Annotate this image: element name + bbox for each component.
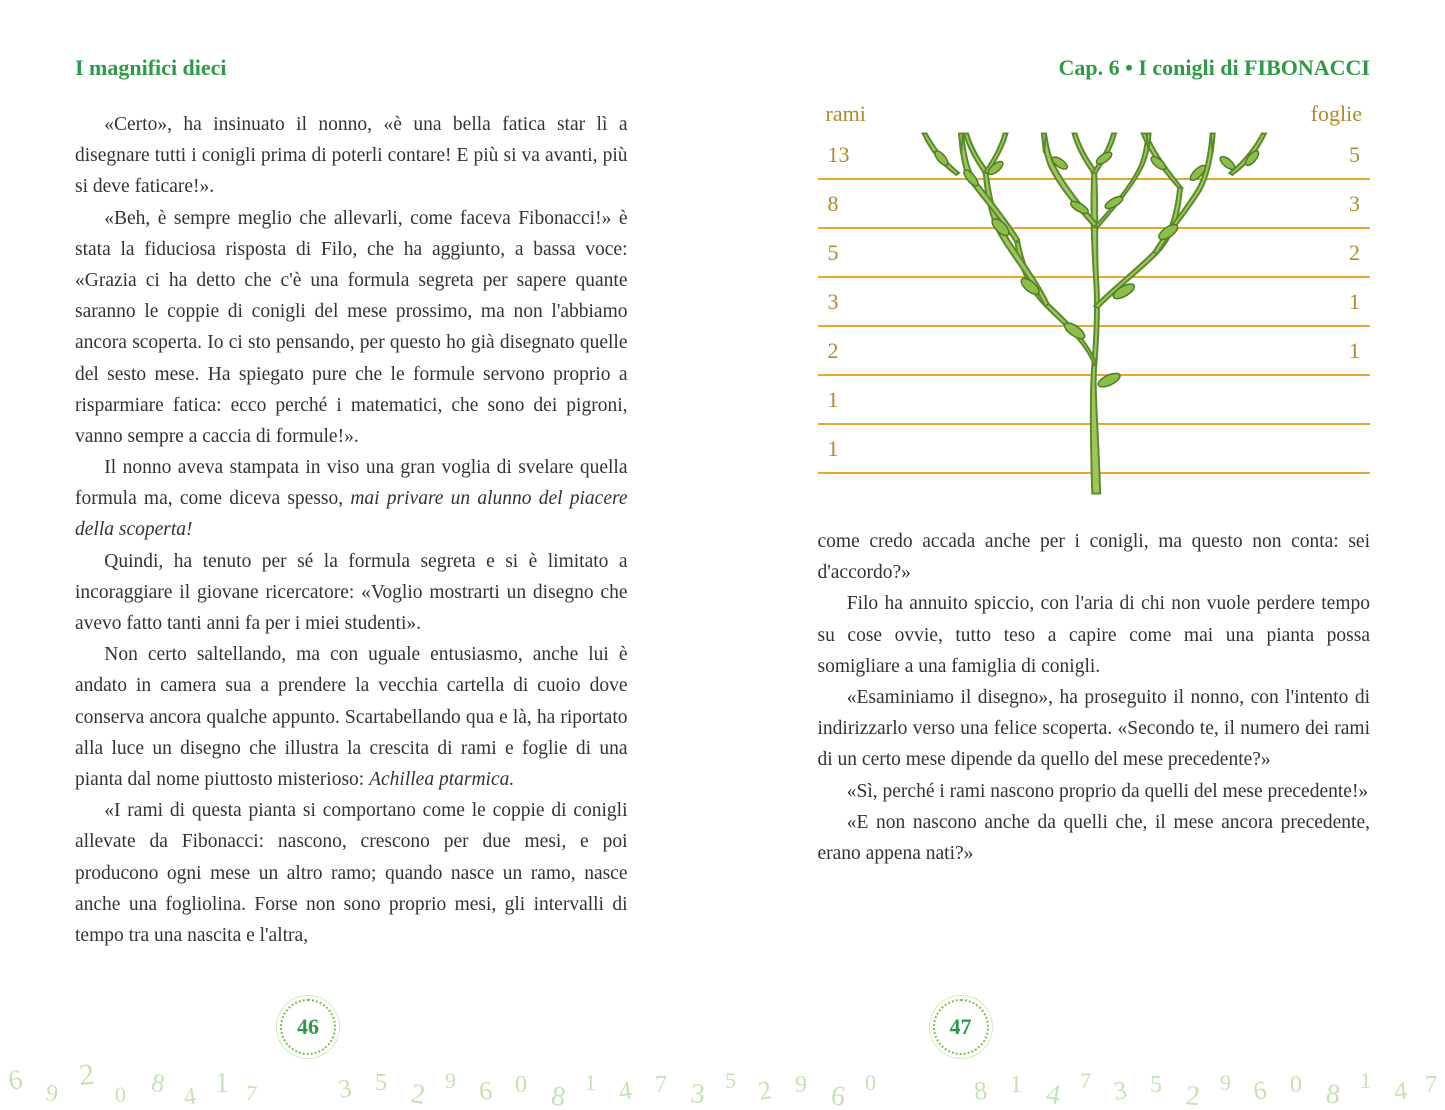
diagram-row: 135 [818, 131, 1371, 180]
diagram-row: 1 [818, 376, 1371, 425]
paragraph: «Beh, è sempre meglio che allevarli, com… [75, 203, 628, 453]
svg-text:1: 1 [1010, 1072, 1022, 1098]
paragraph: Quindi, ha tenuto per sé la formula segr… [75, 546, 628, 640]
svg-text:9: 9 [1220, 1070, 1231, 1095]
svg-text:4: 4 [1044, 1078, 1063, 1110]
svg-text:0: 0 [515, 1072, 527, 1098]
svg-text:6: 6 [829, 1080, 847, 1110]
running-header-right: Cap. 6 • I conigli di FIBONACCI [818, 55, 1371, 81]
svg-text:7: 7 [1425, 1072, 1437, 1098]
diagram-row: 83 [818, 180, 1371, 229]
svg-text:4: 4 [617, 1075, 634, 1106]
svg-text:8: 8 [973, 1076, 989, 1106]
svg-text:8: 8 [1324, 1078, 1342, 1110]
svg-text:9: 9 [44, 1080, 60, 1107]
paragraph: «E non nascono anche da quelli che, il m… [818, 807, 1371, 869]
page-right: Cap. 6 • I conigli di FIBONACCI rami fog… [723, 0, 1445, 1110]
svg-text:6: 6 [478, 1076, 494, 1106]
paragraph: Filo ha annuito spiccio, con l'aria di c… [818, 588, 1371, 682]
svg-text:7: 7 [1080, 1068, 1091, 1093]
svg-text:9: 9 [795, 1072, 807, 1098]
diagram-row: 52 [818, 229, 1371, 278]
svg-text:7: 7 [244, 1080, 258, 1106]
svg-text:0: 0 [115, 1082, 126, 1107]
svg-text:2: 2 [1184, 1080, 1201, 1110]
svg-text:5: 5 [725, 1068, 736, 1093]
svg-text:8: 8 [549, 1080, 568, 1110]
paragraph: «Esaminiamo il disegno», ha proseguito i… [818, 682, 1371, 776]
body-text-right: come credo accada anche per i conigli, m… [818, 526, 1371, 869]
svg-text:5: 5 [375, 1070, 387, 1096]
svg-text:3: 3 [689, 1078, 706, 1110]
paragraph: «I rami di questa pianta si comportano c… [75, 795, 628, 951]
svg-text:8: 8 [149, 1068, 168, 1099]
paragraph: Non certo saltellando, ma con uguale ent… [75, 639, 628, 795]
page-left: I magnifici dieci «Certo», ha insinuato … [0, 0, 723, 1110]
svg-text:0: 0 [1290, 1072, 1302, 1098]
diagram-row: 1 [818, 425, 1371, 474]
svg-text:2: 2 [756, 1075, 774, 1106]
svg-text:0: 0 [865, 1070, 876, 1095]
paragraph: «Certo», ha insinuato il nonno, «è una b… [75, 109, 628, 203]
svg-text:2: 2 [78, 1058, 96, 1092]
svg-text:2: 2 [409, 1078, 427, 1110]
diagram-row: 31 [818, 278, 1371, 327]
svg-text:3: 3 [336, 1073, 354, 1104]
diagram-row: 21 [818, 327, 1371, 376]
body-text-left: «Certo», ha insinuato il nonno, «è una b… [75, 109, 628, 951]
fibonacci-plant-diagram: rami foglie 135 83 52 31 21 1 1 [818, 101, 1371, 496]
svg-text:5: 5 [1150, 1072, 1162, 1098]
diagram-col-foglie: foglie [1311, 101, 1362, 127]
svg-text:6: 6 [1251, 1075, 1269, 1106]
paragraph: «Sì, perché i rami nascono proprio da qu… [818, 776, 1371, 807]
paragraph: come credo accada anche per i conigli, m… [818, 526, 1371, 588]
running-header-left: I magnifici dieci [75, 55, 628, 81]
page-number-left: 46 [280, 999, 336, 1055]
diagram-rows: 135 83 52 31 21 1 1 [818, 131, 1371, 474]
svg-text:3: 3 [1112, 1075, 1129, 1106]
svg-text:1: 1 [585, 1070, 596, 1095]
diagram-col-rami: rami [826, 101, 866, 127]
footer-number-scribbles: 6 9 2 0 8 4 1 7 3 5 2 9 6 0 8 1 4 7 3 5 … [0, 1020, 1445, 1110]
svg-text:4: 4 [1393, 1076, 1409, 1106]
svg-text:7: 7 [655, 1072, 667, 1098]
svg-text:1: 1 [1360, 1068, 1371, 1093]
svg-text:1: 1 [215, 1068, 229, 1099]
svg-text:9: 9 [445, 1068, 456, 1093]
svg-text:4: 4 [182, 1084, 198, 1110]
page-number-right: 47 [933, 999, 989, 1055]
diagram-header: rami foglie [818, 101, 1371, 131]
paragraph: Il nonno aveva stampata in viso una gran… [75, 452, 628, 546]
book-spread: I magnifici dieci «Certo», ha insinuato … [0, 0, 1445, 1110]
svg-text:6: 6 [6, 1064, 25, 1097]
